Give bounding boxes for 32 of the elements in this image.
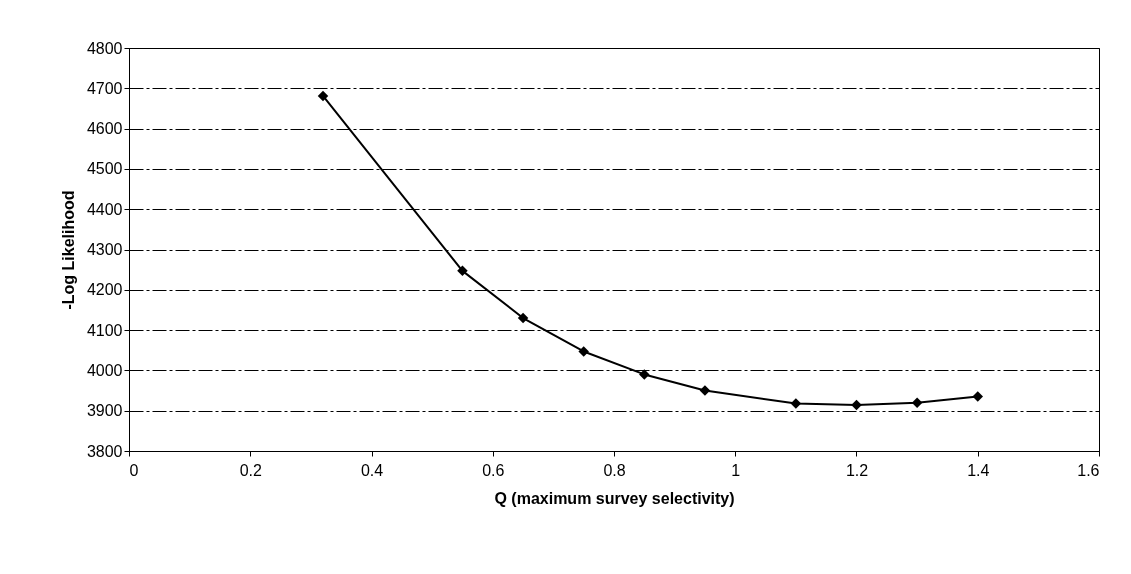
point bbox=[639, 369, 650, 380]
y-tick-label: 4600 bbox=[86, 120, 123, 138]
point bbox=[699, 385, 711, 396]
x-tick-label: 0.6 bbox=[482, 461, 505, 479]
y-tick-label: 4400 bbox=[86, 200, 123, 218]
y-tick-label: 3900 bbox=[86, 402, 123, 420]
x-tick-label: 1.4 bbox=[967, 461, 990, 479]
y-tick-label: 4000 bbox=[86, 361, 123, 379]
y-tick-label: 4700 bbox=[86, 79, 123, 97]
x-tick-label: 0.2 bbox=[239, 461, 262, 479]
x-axis-title: Q (maximum survey selectivity) bbox=[494, 489, 735, 507]
y-tick-label: 4300 bbox=[86, 241, 123, 258]
point bbox=[578, 346, 589, 357]
y-tick-label: 4500 bbox=[86, 160, 123, 178]
x-tick-label: 1.6 bbox=[1077, 461, 1100, 479]
x-tick-label: 1.2 bbox=[845, 461, 869, 479]
point bbox=[790, 398, 802, 409]
point bbox=[317, 90, 329, 102]
x-tick-label: 0 bbox=[129, 461, 139, 479]
point bbox=[911, 397, 923, 408]
y-tick-label: 4200 bbox=[86, 281, 123, 299]
point bbox=[457, 265, 468, 277]
y-axis-title: -Log Likelihood bbox=[59, 190, 77, 310]
point bbox=[517, 312, 529, 324]
point bbox=[851, 399, 862, 411]
y-tick-label: 4100 bbox=[86, 321, 123, 339]
x-tick-label: 0.4 bbox=[360, 461, 384, 479]
x-tick-label: 1 bbox=[731, 461, 741, 479]
y-tick-label: 3800 bbox=[86, 442, 123, 460]
point bbox=[972, 391, 983, 402]
y-tick-label: 4800 bbox=[86, 39, 123, 57]
x-tick-label: 0.8 bbox=[603, 461, 626, 479]
